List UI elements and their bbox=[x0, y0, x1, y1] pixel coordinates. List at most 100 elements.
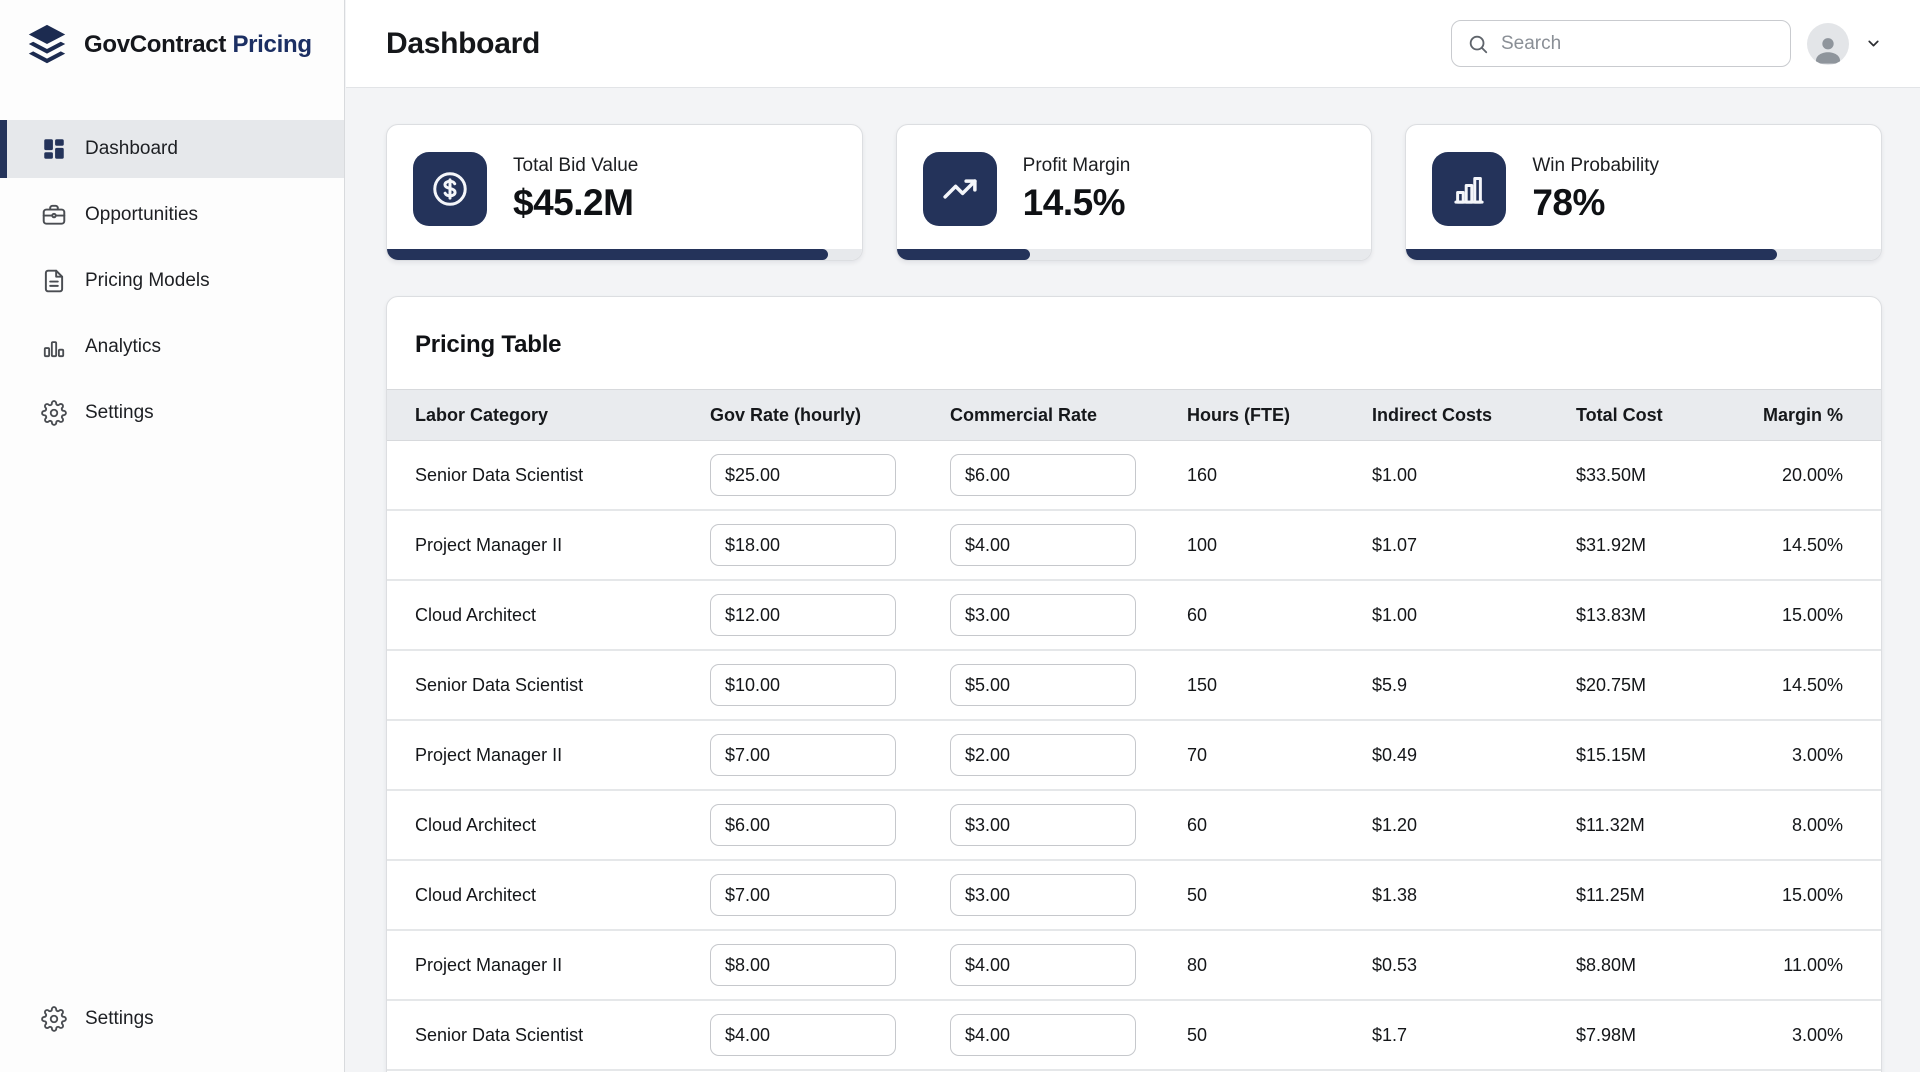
total-cost-cell: $31.92M bbox=[1576, 534, 1647, 555]
labor-category-cell: Project Manager II bbox=[415, 744, 563, 765]
indirect-costs-cell: $0.49 bbox=[1372, 744, 1418, 765]
progress-track bbox=[896, 249, 1372, 260]
commercial-rate-cell bbox=[950, 944, 1187, 986]
commercial-rate-input[interactable] bbox=[950, 664, 1136, 706]
labor-category-cell: Cloud Architect bbox=[415, 884, 537, 905]
commercial-rate-input[interactable] bbox=[950, 454, 1136, 496]
sidebar-item-pricing-models[interactable]: Pricing Models bbox=[0, 252, 344, 310]
commercial-rate-input[interactable] bbox=[950, 734, 1136, 776]
search-input[interactable] bbox=[1501, 32, 1775, 55]
commercial-rate-cell bbox=[950, 594, 1187, 636]
stat-card-total-bid-value: Total Bid Value $45.2M bbox=[386, 124, 863, 261]
hours-cell: 60 bbox=[1187, 604, 1208, 625]
search-icon bbox=[1467, 33, 1489, 55]
commercial-rate-cell bbox=[950, 734, 1187, 776]
sidebar-item-label: Opportunities bbox=[85, 204, 199, 225]
progress-fill bbox=[1406, 249, 1777, 260]
gov-rate-cell bbox=[710, 454, 950, 496]
commercial-rate-input[interactable] bbox=[950, 944, 1136, 986]
gear-icon bbox=[40, 400, 67, 426]
chevron-down-icon[interactable] bbox=[1865, 35, 1882, 52]
labor-category-cell: Cloud Architect bbox=[415, 814, 537, 835]
indirect-costs-cell: $1.07 bbox=[1372, 534, 1418, 555]
gov-rate-input[interactable] bbox=[710, 594, 896, 636]
margin-cell: 15.00% bbox=[1781, 884, 1843, 905]
commercial-rate-cell bbox=[950, 454, 1187, 496]
gov-rate-input[interactable] bbox=[710, 524, 896, 566]
table-row: Senior Data Scientist 160 $1.00 $33.50M … bbox=[387, 441, 1881, 511]
gov-rate-cell bbox=[710, 804, 950, 846]
hours-cell: 150 bbox=[1187, 674, 1218, 695]
hours-cell: 80 bbox=[1187, 954, 1208, 975]
sidebar-footer-settings[interactable]: Settings bbox=[0, 990, 344, 1048]
gov-rate-cell bbox=[710, 944, 950, 986]
gov-rate-input[interactable] bbox=[710, 664, 896, 706]
margin-cell: 11.00% bbox=[1783, 954, 1843, 975]
avatar[interactable] bbox=[1807, 22, 1849, 65]
gov-rate-cell bbox=[710, 1014, 950, 1056]
commercial-rate-cell bbox=[950, 804, 1187, 846]
labor-category-cell: Senior Data Scientist bbox=[415, 464, 584, 485]
column-header-indirect-costs: Indirect Costs bbox=[1372, 404, 1493, 425]
margin-cell: 15.00% bbox=[1781, 604, 1843, 625]
indirect-costs-cell: $1.20 bbox=[1372, 814, 1418, 835]
margin-cell: 20.00% bbox=[1781, 464, 1843, 485]
gov-rate-input[interactable] bbox=[710, 874, 896, 916]
stat-card-win-probability: Win Probability 78% bbox=[1405, 124, 1883, 261]
briefcase-icon bbox=[40, 202, 67, 228]
column-header-commercial-rate: Commercial Rate bbox=[950, 404, 1098, 425]
sidebar-item-analytics[interactable]: Analytics bbox=[0, 318, 344, 376]
trend-up-icon bbox=[922, 151, 997, 226]
total-cost-cell: $15.15M bbox=[1576, 744, 1647, 765]
sidebar-item-settings[interactable]: Settings bbox=[0, 384, 344, 442]
progress-fill bbox=[896, 249, 1030, 260]
gov-rate-cell bbox=[710, 734, 950, 776]
indirect-costs-cell: $0.53 bbox=[1372, 954, 1418, 975]
commercial-rate-input[interactable] bbox=[950, 804, 1136, 846]
indirect-costs-cell: $5.9 bbox=[1372, 674, 1408, 695]
commercial-rate-input[interactable] bbox=[950, 1014, 1136, 1056]
sidebar-item-opportunities[interactable]: Opportunities bbox=[0, 186, 344, 244]
content-area: Total Bid Value $45.2M Profit Margin 14.… bbox=[346, 88, 1920, 1072]
gov-rate-input[interactable] bbox=[710, 454, 896, 496]
commercial-rate-input[interactable] bbox=[950, 874, 1136, 916]
gov-rate-input[interactable] bbox=[710, 804, 896, 846]
indirect-costs-cell: $1.00 bbox=[1372, 464, 1418, 485]
sidebar-item-label: Analytics bbox=[85, 336, 162, 357]
column-header-gov-rate: Gov Rate (hourly) bbox=[710, 404, 862, 425]
stat-value: $45.2M bbox=[513, 182, 634, 223]
commercial-rate-cell bbox=[950, 874, 1187, 916]
hours-cell: 50 bbox=[1187, 884, 1208, 905]
labor-category-cell: Senior Data Scientist bbox=[415, 1024, 584, 1045]
pricing-table-title: Pricing Table bbox=[415, 331, 562, 358]
gear-icon bbox=[40, 1006, 67, 1032]
progress-fill bbox=[387, 249, 829, 260]
table-row: Project Manager II 80 $0.53 $8.80M 11.00… bbox=[387, 931, 1881, 1001]
sidebar-item-label: Dashboard bbox=[85, 138, 178, 159]
hours-cell: 100 bbox=[1187, 534, 1218, 555]
commercial-rate-input[interactable] bbox=[950, 594, 1136, 636]
sidebar-footer: Settings bbox=[0, 990, 344, 1048]
stats-row: Total Bid Value $45.2M Profit Margin 14.… bbox=[386, 124, 1883, 261]
progress-track bbox=[1406, 249, 1882, 260]
sidebar-item-dashboard[interactable]: Dashboard bbox=[0, 120, 344, 178]
search-box[interactable] bbox=[1451, 20, 1791, 67]
indirect-costs-cell: $1.00 bbox=[1372, 604, 1418, 625]
commercial-rate-input[interactable] bbox=[950, 524, 1136, 566]
sidebar-item-label: Settings bbox=[85, 402, 154, 423]
column-header-labor-category: Labor Category bbox=[415, 404, 549, 425]
column-header-hours: Hours (FTE) bbox=[1187, 404, 1290, 425]
gov-rate-input[interactable] bbox=[710, 734, 896, 776]
sidebar-footer-label: Settings bbox=[85, 1008, 154, 1029]
sidebar: GovContract Pricing Dashboard Opportunit… bbox=[0, 0, 345, 1072]
hours-cell: 60 bbox=[1187, 814, 1208, 835]
dollar-circle-icon bbox=[413, 151, 487, 226]
table-row: Senior Data Scientist 50 $1.7 $7.98M 3.0… bbox=[387, 1001, 1881, 1071]
gov-rate-input[interactable] bbox=[710, 944, 896, 986]
gov-rate-input[interactable] bbox=[710, 1014, 896, 1056]
total-cost-cell: $8.80M bbox=[1576, 954, 1637, 975]
table-row: Project Manager II 100 $1.07 $31.92M 14.… bbox=[387, 511, 1881, 581]
gov-rate-cell bbox=[710, 594, 950, 636]
table-row: Cloud Architect 60 $1.20 $11.32M 8.00% bbox=[387, 791, 1881, 861]
gov-rate-cell bbox=[710, 524, 950, 566]
